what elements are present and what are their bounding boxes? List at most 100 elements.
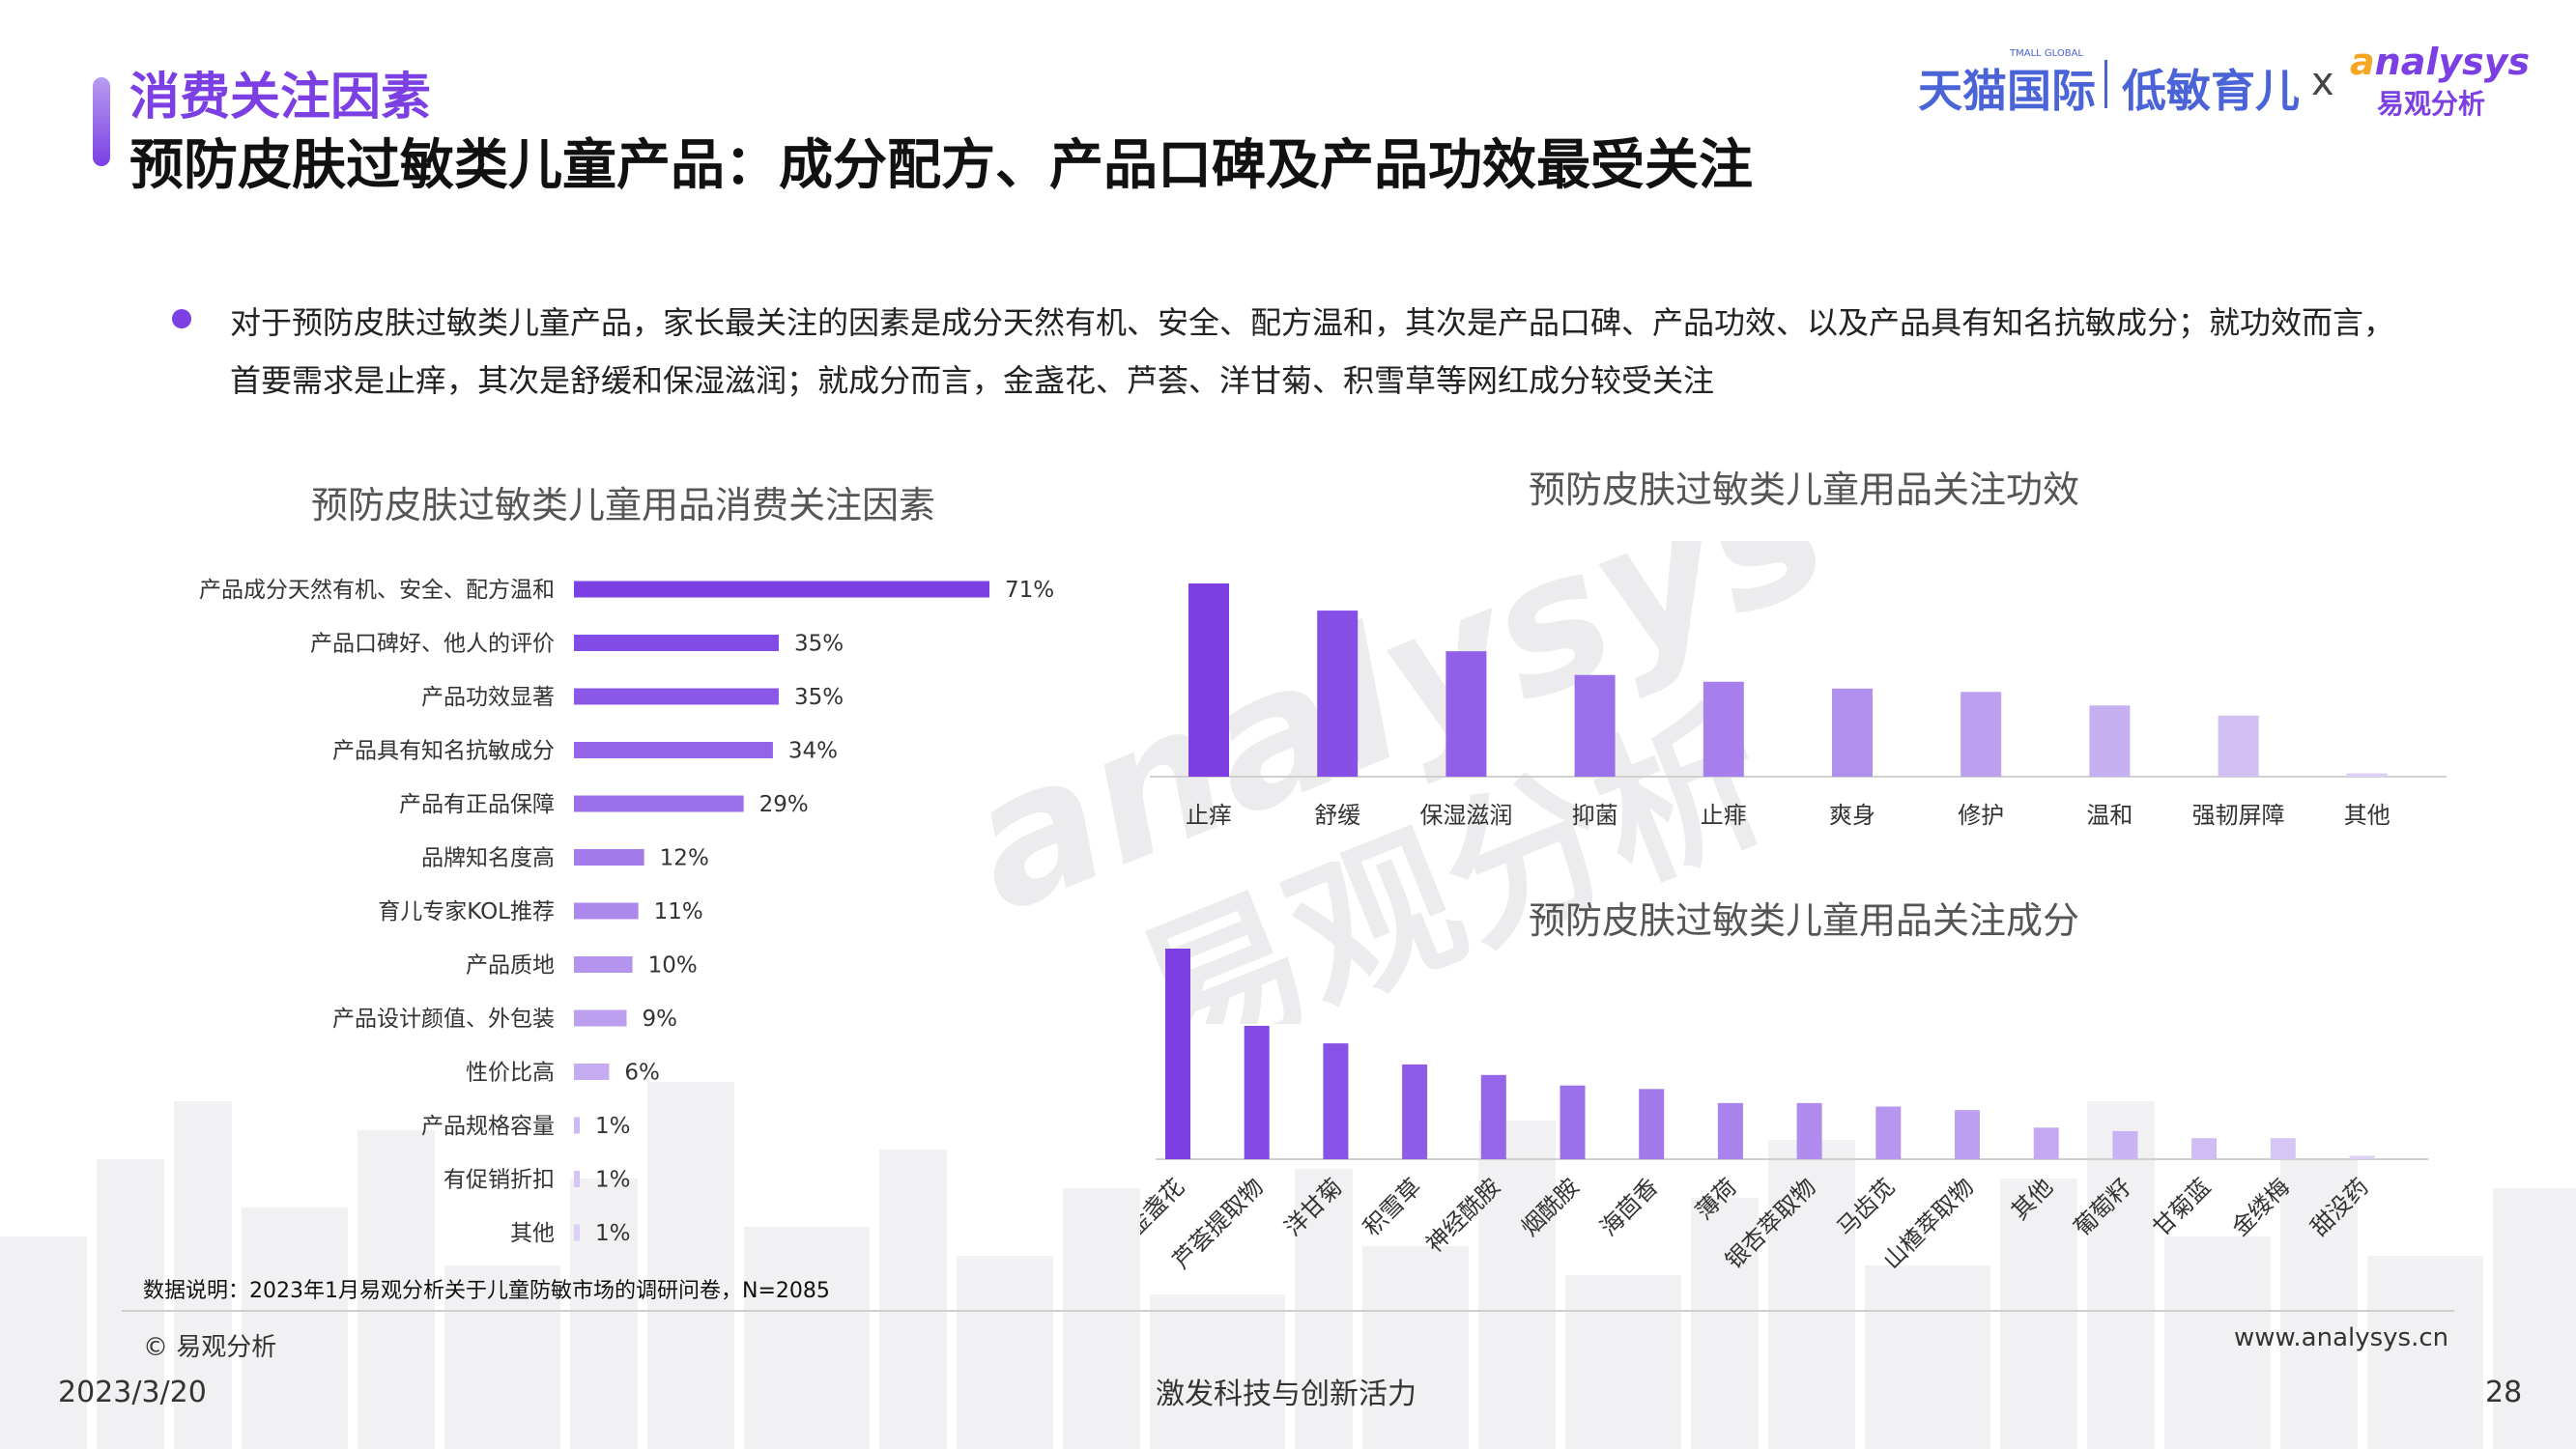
factor-value-label: 11% (654, 899, 703, 924)
title-accent-bar (93, 77, 110, 166)
factor-value-label: 6% (624, 1061, 660, 1086)
ingredient-bar (1955, 1110, 1980, 1159)
efficacy-bar-chart: 止痒 舒缓 保湿滋润 抑菌 止痱 爽身 修护 温和 强韧屏障 其他 (1150, 583, 2447, 829)
factor-value-label: 35% (794, 685, 844, 710)
ingredient-category-label: 金缕梅 (2226, 1173, 2295, 1241)
factor-category-label: 产品成分天然有机、安全、配方温和 (199, 578, 555, 603)
page-number: 28 (2485, 1376, 2523, 1409)
ingredient-category-label: 积雪草 (1359, 1173, 1427, 1241)
efficacy-category-label: 修护 (1958, 802, 2004, 829)
factor-value-label: 9% (643, 1007, 678, 1032)
section-label: 消费关注因素 (129, 69, 432, 127)
factor-category-label: 产品设计颜值、外包装 (332, 1007, 555, 1032)
tmall-global-logo: 天猫国际 (1918, 65, 2096, 117)
analysys-watermark: analysys 易观分析 (947, 541, 1853, 1024)
factor-bar (574, 635, 779, 651)
efficacy-category-label: 止痱 (1701, 802, 1747, 829)
efficacy-category-label: 爽身 (1829, 802, 1875, 829)
factor-bar (574, 688, 779, 705)
factor-value-label: 10% (648, 953, 698, 979)
factor-bar (574, 1117, 581, 1134)
factor-bar (574, 795, 744, 812)
factor-category-label: 育儿专家KOL推荐 (378, 899, 555, 924)
copyright: © 易观分析 (143, 1333, 277, 1362)
brand-cross: x (2311, 60, 2334, 104)
ingredient-category-label: 海茴香 (1595, 1173, 1664, 1241)
ingredient-category-label: 甜没药 (2305, 1173, 2374, 1241)
factor-value-label: 12% (660, 846, 709, 871)
factor-category-label: 性价比高 (466, 1061, 555, 1086)
chart-title-ingredients: 预防皮肤过敏类儿童用品关注成分 (1529, 899, 2080, 942)
ingredient-category-label: 神经酰胺 (1420, 1173, 1505, 1258)
factor-value-label: 1% (595, 1221, 631, 1246)
factors-bar-chart: 产品成分天然有机、安全、配方温和 71% 产品口碑好、他人的评价 35% 产品功效显著 3… (199, 578, 1054, 1246)
ingredient-bar (2191, 1138, 2218, 1159)
ingredient-bar (2349, 1155, 2375, 1159)
analysys-logo-initial: a (2350, 41, 2375, 83)
slogan: 激发科技与创新活力 (1156, 1378, 1417, 1411)
factor-category-label: 产品规格容量 (421, 1114, 555, 1139)
efficacy-bar (1188, 583, 1229, 777)
ingredient-bar (1244, 1025, 1270, 1159)
analysys-logo-cn: 易观分析 (2377, 88, 2486, 120)
ingredient-bar (1875, 1106, 1902, 1159)
efficacy-bar (2218, 715, 2259, 777)
factor-category-label: 其他 (510, 1221, 555, 1246)
page-title: 预防皮肤过敏类儿童产品：成分配方、产品口碑及产品功效最受关注 (129, 134, 1753, 197)
efficacy-category-label: 其他 (2344, 802, 2390, 829)
ingredient-category-label: 金盏花 (1140, 1173, 1189, 1241)
factor-value-label: 29% (759, 792, 809, 817)
factor-bar (574, 1064, 610, 1080)
report-date: 2023/3/20 (58, 1376, 207, 1409)
efficacy-category-label: 强韧屏障 (2192, 802, 2285, 829)
ingredient-category-label: 甘菊蓝 (2148, 1173, 2217, 1241)
ingredient-bar (1480, 1074, 1506, 1159)
ingredient-bar (1796, 1102, 1822, 1159)
ingredient-category-label: 其他 (2006, 1173, 2058, 1225)
summary-text: 对于预防皮肤过敏类儿童产品，家长最关注的因素是成分天然有机、安全、配方温和，其次… (230, 304, 2395, 399)
efficacy-category-label: 保湿滋润 (1419, 802, 1512, 829)
ingredient-bar (1165, 949, 1190, 1159)
website-link[interactable]: www.analysys.cn (2234, 1323, 2449, 1352)
ingredient-bar (2112, 1130, 2138, 1159)
low-sensitivity-parenting-logo: 低敏育儿 (2122, 65, 2300, 117)
analysys-logo: analysys (2350, 41, 2530, 83)
factor-bar (574, 1224, 581, 1241)
efficacy-category-label: 抑菌 (1572, 802, 1618, 829)
factor-bar (574, 1009, 627, 1027)
ingredient-category-label: 洋甘菊 (1279, 1173, 1348, 1241)
ingredients-bar-chart: 金盏花芦荟提取物 洋甘菊 积雪草神经酰胺 烟酰胺 海茴香 薄荷银杏萃取物 马齿苋山楂萃取物其… (1140, 949, 2429, 1274)
ingredient-category-label: 葡萄籽 (2069, 1173, 2137, 1241)
efficacy-bar (1703, 681, 1744, 777)
factor-category-label: 产品口碑好、他人的评价 (310, 632, 555, 657)
factor-category-label: 产品功效显著 (421, 685, 555, 710)
efficacy-category-label: 舒缓 (1314, 802, 1360, 829)
ingredient-category-label: 马齿苋 (1832, 1173, 1901, 1241)
ingredient-bar (2033, 1127, 2059, 1159)
efficacy-bar (2346, 773, 2388, 777)
factor-value-label: 1% (595, 1168, 631, 1193)
factor-category-label: 有促销折扣 (444, 1168, 555, 1193)
efficacy-bar (1832, 688, 1873, 777)
efficacy-bar (1317, 611, 1359, 777)
efficacy-bar (1961, 692, 2002, 777)
factor-category-label: 产品有正品保障 (399, 792, 555, 817)
footer-divider (122, 1310, 2454, 1312)
analysys-logo-word: nalysys (2374, 41, 2531, 83)
factor-bar (574, 581, 989, 598)
factor-bar (574, 1171, 581, 1187)
ingredient-bar (2270, 1138, 2296, 1159)
brand-divider (2104, 60, 2107, 108)
ingredient-bar (1560, 1085, 1586, 1159)
chart-title-factors: 预防皮肤过敏类儿童用品消费关注因素 (311, 484, 936, 526)
efficacy-bar (2089, 705, 2131, 777)
ingredient-bar (1402, 1064, 1428, 1159)
data-source-note: 数据说明：2023年1月易观分析关于儿童防敏市场的调研问卷，N=2085 (143, 1279, 830, 1303)
factor-bar (574, 902, 639, 920)
factor-value-label: 1% (595, 1114, 631, 1139)
factor-category-label: 产品具有知名抗敏成分 (332, 739, 555, 764)
skyline-background (0, 1082, 2576, 1449)
factor-category-label: 品牌知名度高 (421, 846, 555, 871)
factor-bar (574, 956, 633, 973)
ingredient-bar (1639, 1089, 1665, 1159)
